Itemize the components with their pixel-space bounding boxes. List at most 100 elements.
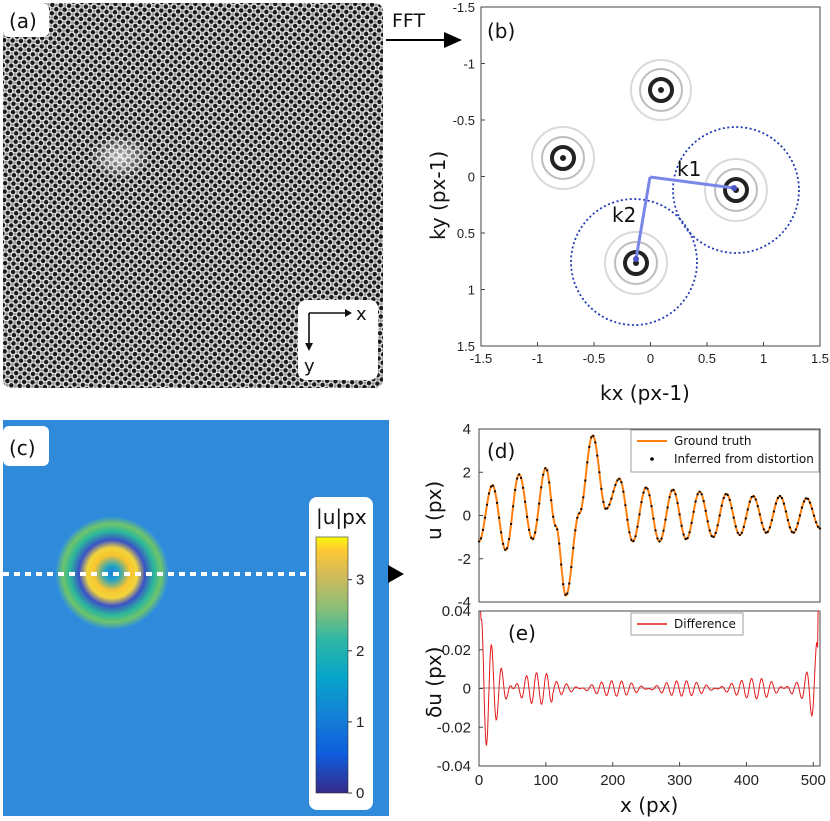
panel-c-label-box <box>3 426 49 466</box>
panel-b-label: (b) <box>487 19 515 43</box>
xtick-label: 300 <box>667 772 692 789</box>
panel-e-ylabel: δu (px) <box>422 647 446 718</box>
inferred-point <box>642 491 645 494</box>
inferred-point <box>514 488 517 492</box>
inferred-point <box>502 542 505 546</box>
inferred-point <box>692 510 695 513</box>
inferred-point <box>736 531 739 534</box>
inferred-point <box>487 492 491 495</box>
panel-b-yticks: -1.5 -1 -0.5 0 0.5 1 1.5 <box>453 0 485 354</box>
y-axis-label: y <box>304 356 315 377</box>
inferred-point <box>726 493 729 496</box>
ytick-label: 1 <box>468 283 475 298</box>
inferred-point <box>778 494 782 498</box>
inferred-point <box>750 495 753 499</box>
inferred-point <box>552 515 555 518</box>
inferred-point <box>816 525 820 528</box>
inferred-point <box>696 493 699 496</box>
inferred-point <box>754 498 757 501</box>
inferred-point <box>496 501 499 504</box>
inferred-point <box>544 467 547 470</box>
inferred-point <box>614 483 617 487</box>
inferred-point <box>592 434 595 437</box>
inferred-point <box>808 501 812 504</box>
inferred-point <box>788 526 792 529</box>
inferred-point <box>718 514 721 517</box>
inferred-point <box>520 476 523 479</box>
inferred-point <box>530 536 533 539</box>
panel-b: (b) k <box>426 0 829 405</box>
ytick-label: -2 <box>458 551 471 568</box>
inferred-point <box>786 519 790 522</box>
inferred-point <box>580 508 583 511</box>
inferred-point <box>764 531 767 534</box>
inferred-points <box>477 434 822 596</box>
inferred-point <box>720 504 723 507</box>
xtick-label: 1 <box>760 351 767 366</box>
ytick-label: -1.5 <box>453 0 475 15</box>
inferred-point <box>554 524 557 527</box>
colorbar-tick-label: 3 <box>356 572 364 589</box>
inferred-point <box>526 515 529 519</box>
inferred-point <box>684 537 687 541</box>
inferred-point <box>724 493 727 496</box>
xtick-label: 100 <box>533 772 558 789</box>
k1-label: k1 <box>677 157 701 181</box>
inferred-point <box>760 521 763 524</box>
panel-d-ylabel: u (px) <box>422 481 446 540</box>
inferred-point <box>740 531 743 534</box>
inferred-point <box>748 500 751 503</box>
inferred-point <box>650 505 653 508</box>
inferred-point <box>646 487 649 490</box>
inferred-point <box>638 513 641 516</box>
inferred-point <box>570 566 573 569</box>
inferred-point <box>608 503 611 506</box>
inferred-point <box>652 517 655 520</box>
inferred-point <box>686 537 689 540</box>
inferred-point <box>636 525 639 528</box>
inferred-point <box>732 516 735 519</box>
inferred-point <box>518 473 521 476</box>
y-arrowhead-icon <box>305 343 313 351</box>
fft-label: FFT <box>392 10 426 32</box>
panel-e-xlabel: x (px) <box>620 793 678 817</box>
inferred-point <box>498 516 501 519</box>
ytick-label: 0 <box>463 508 471 525</box>
inferred-point <box>568 582 571 585</box>
inferred-point <box>806 497 810 500</box>
inferred-point <box>794 528 798 531</box>
inferred-point <box>562 583 565 586</box>
inferred-point <box>774 502 778 505</box>
inferred-point <box>706 520 709 523</box>
inferred-point <box>610 497 613 500</box>
panel-e-xticks: 0 100 200 300 400 500 <box>475 762 826 789</box>
inferred-point <box>728 498 731 501</box>
ytick-label: -0.5 <box>453 113 475 128</box>
panel-d-label: (d) <box>487 439 515 463</box>
line-cut-arrow-icon <box>388 565 404 583</box>
inferred-point <box>776 496 780 500</box>
inferred-point <box>656 537 659 540</box>
inferred-point <box>698 490 701 493</box>
inferred-point <box>694 500 697 503</box>
legend-ground-truth: Ground truth <box>674 434 752 448</box>
inferred-point <box>538 502 541 505</box>
inferred-point <box>584 479 587 482</box>
inferred-point <box>770 519 774 522</box>
colorbar <box>315 536 349 794</box>
xtick-label: -0.5 <box>583 351 605 366</box>
panel-a-label: (a) <box>9 9 37 33</box>
inferred-point <box>744 517 747 520</box>
inferred-point <box>804 497 808 500</box>
inferred-point <box>790 530 794 534</box>
inferred-point <box>612 490 615 493</box>
xtick-label: 400 <box>734 772 759 789</box>
inferred-point <box>758 513 761 516</box>
panel-b-xticks: -1.5 -1 -0.5 0 0.5 1 1.5 <box>470 342 829 366</box>
inferred-point <box>491 484 495 487</box>
k1-window-circle <box>672 126 800 254</box>
inferred-point <box>710 534 713 538</box>
inferred-point <box>660 537 663 540</box>
inferred-point <box>766 530 769 534</box>
